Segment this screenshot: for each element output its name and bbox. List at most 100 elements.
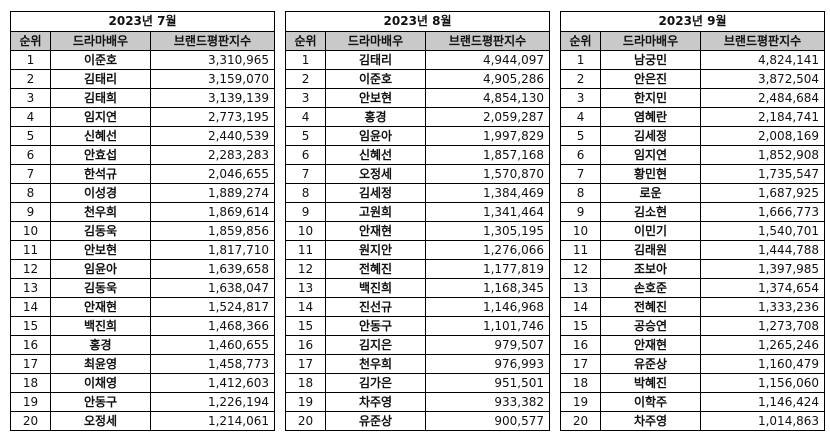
actor-cell: 김래원 [600, 240, 702, 260]
actor-cell: 안보현 [325, 88, 427, 108]
actor-cell: 공승연 [600, 316, 702, 336]
table-row: 8 김세정 1,384,469 [285, 183, 551, 203]
table-body: 1 남궁민 4,824,141 2 안은진 3,872,504 3 한지민 2,484,684 4… [560, 50, 826, 431]
actor-cell: 김동욱 [50, 221, 151, 241]
actor-cell: 김세정 [325, 183, 427, 203]
actor-cell: 남궁민 [600, 50, 702, 70]
actor-cell: 홍경 [325, 107, 427, 127]
rank-cell: 7 [560, 164, 602, 184]
actor-cell: 임지연 [600, 145, 702, 165]
rank-cell: 18 [285, 373, 327, 393]
actor-cell: 한석규 [50, 164, 151, 184]
table-row: 19 이학주 1,146,424 [560, 392, 826, 412]
actor-cell: 임윤아 [325, 126, 427, 146]
table-row: 20 오정세 1,214,061 [10, 411, 276, 431]
table-row: 17 천우희 976,993 [285, 354, 551, 374]
table-row: 15 공승연 1,273,708 [560, 316, 826, 336]
score-cell: 951,501 [425, 373, 551, 393]
rank-cell: 7 [10, 164, 51, 184]
rank-cell: 10 [560, 221, 602, 241]
actor-cell: 안재현 [50, 297, 151, 317]
table-row: 16 홍경 1,460,655 [10, 335, 276, 355]
table-row: 1 이준호 3,310,965 [10, 50, 276, 70]
table-row: 5 김세정 2,008,169 [560, 126, 826, 146]
rank-cell: 20 [10, 411, 51, 431]
score-cell: 2,440,539 [149, 126, 276, 146]
score-cell: 1,276,066 [425, 240, 551, 260]
rank-cell: 16 [560, 335, 602, 355]
table-row: 7 한석규 2,046,655 [10, 164, 276, 184]
table-row: 18 김가은 951,501 [285, 373, 551, 393]
actor-cell: 안재현 [325, 221, 427, 241]
table-body: 1 김태리 4,944,097 2 이준호 4,905,286 3 안보현 4,854,130 4… [285, 50, 551, 431]
rank-cell: 6 [285, 145, 327, 165]
score-cell: 1,540,701 [700, 221, 826, 241]
rank-cell: 11 [285, 240, 327, 260]
rank-cell: 12 [285, 259, 327, 279]
rank-cell: 19 [560, 392, 602, 412]
table-row: 11 원지안 1,276,066 [285, 240, 551, 260]
rank-cell: 1 [560, 50, 602, 70]
table-row: 11 김래원 1,444,788 [560, 240, 826, 260]
rank-cell: 13 [285, 278, 327, 298]
table-row: 12 전혜진 1,177,819 [285, 259, 551, 279]
table-row: 7 오정세 1,570,870 [285, 164, 551, 184]
rank-cell: 6 [560, 145, 602, 165]
rank-cell: 2 [560, 69, 602, 89]
rank-cell: 20 [285, 411, 327, 431]
rank-cell: 16 [10, 335, 51, 355]
rank-header: 순위 [560, 31, 602, 51]
actor-cell: 김태희 [50, 88, 151, 108]
score-cell: 933,382 [425, 392, 551, 412]
actor-cell: 천우희 [50, 202, 151, 222]
rank-cell: 5 [285, 126, 327, 146]
table-row: 8 이성경 1,889,274 [10, 183, 276, 203]
index-header: 브랜드평판지수 [149, 31, 276, 51]
score-cell: 1,869,614 [149, 202, 276, 222]
actor-cell: 손호준 [600, 278, 702, 298]
actor-cell: 한지민 [600, 88, 702, 108]
month-table: 2023년 7월 순위 드라마배우 브랜드평판지수 1 이준호 3,310,965 2… [9, 11, 276, 431]
table-row: 4 임지연 2,773,195 [10, 107, 276, 127]
actor-cell: 안재현 [600, 335, 702, 355]
score-cell: 1,458,773 [149, 354, 276, 374]
score-cell: 1,168,345 [425, 278, 551, 298]
score-cell: 1,735,547 [700, 164, 826, 184]
table-row: 20 유준상 900,577 [285, 411, 551, 431]
actor-cell: 천우희 [325, 354, 427, 374]
rank-cell: 11 [10, 240, 51, 260]
actor-cell: 이성경 [50, 183, 151, 203]
rank-cell: 10 [285, 221, 327, 241]
score-cell: 1,397,985 [700, 259, 826, 279]
score-cell: 1,160,479 [700, 354, 826, 374]
actor-cell: 진선규 [325, 297, 427, 317]
actor-cell: 조보아 [600, 259, 702, 279]
actor-cell: 전혜진 [325, 259, 427, 279]
rank-cell: 14 [285, 297, 327, 317]
rank-cell: 8 [560, 183, 602, 203]
score-cell: 1,384,469 [425, 183, 551, 203]
score-cell: 900,577 [425, 411, 551, 431]
score-cell: 4,944,097 [425, 50, 551, 70]
score-cell: 979,507 [425, 335, 551, 355]
rank-cell: 3 [560, 88, 602, 108]
table-row: 20 차주영 1,014,863 [560, 411, 826, 431]
rank-cell: 11 [560, 240, 602, 260]
score-cell: 1,412,603 [149, 373, 276, 393]
score-cell: 1,460,655 [149, 335, 276, 355]
score-cell: 1,817,710 [149, 240, 276, 260]
table-row: 6 신혜선 1,857,168 [285, 145, 551, 165]
actor-cell: 김태리 [50, 69, 151, 89]
table-row: 13 김동욱 1,638,047 [10, 278, 276, 298]
score-cell: 1,852,908 [700, 145, 826, 165]
score-cell: 1,444,788 [700, 240, 826, 260]
actor-cell: 김세정 [600, 126, 702, 146]
rank-header: 순위 [10, 31, 51, 51]
score-cell: 2,008,169 [700, 126, 826, 146]
score-cell: 1,639,658 [149, 259, 276, 279]
actor-cell: 로운 [600, 183, 702, 203]
actor-cell: 염혜란 [600, 107, 702, 127]
table-row: 15 안동구 1,101,746 [285, 316, 551, 336]
score-cell: 1,014,863 [700, 411, 826, 431]
table-row: 12 임윤아 1,639,658 [10, 259, 276, 279]
